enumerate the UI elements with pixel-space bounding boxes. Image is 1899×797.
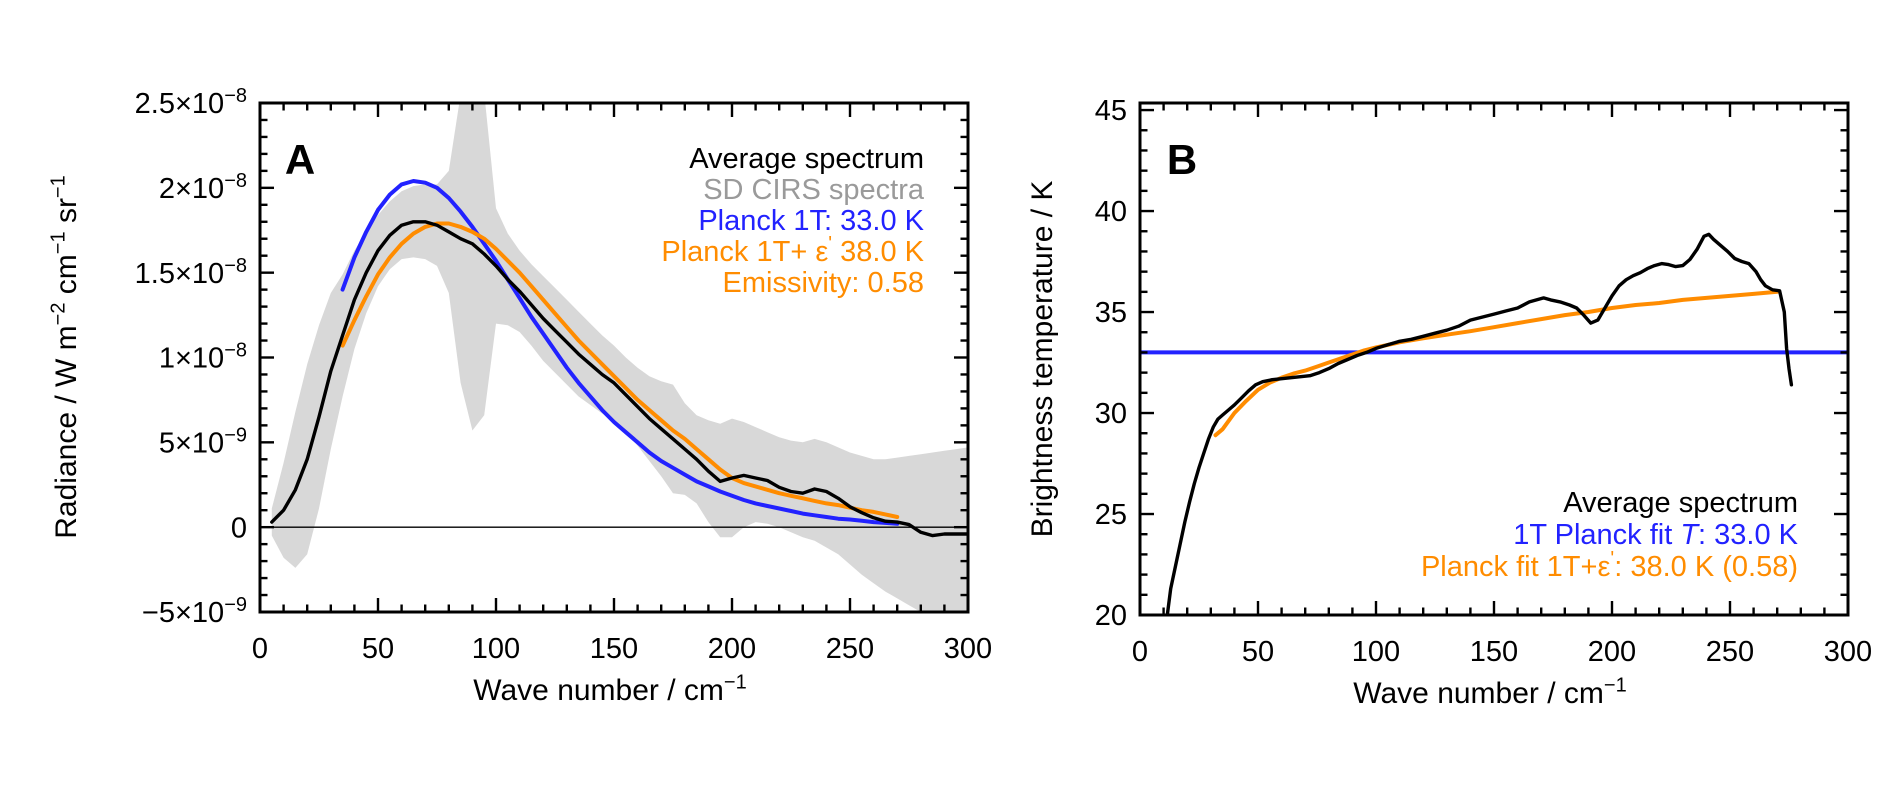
y-tick-label: 1.5×10−8: [135, 255, 247, 290]
x-tick-label: 100: [1352, 636, 1400, 668]
panel-label-a: A: [285, 136, 315, 183]
series-planck-1t: [340, 179, 900, 526]
x-axis-title-a: Wave number / cm−1: [473, 672, 746, 707]
legend-entry: SD CIRS spectra: [703, 174, 925, 206]
x-axis-title-b: Wave number / cm−1: [1353, 675, 1626, 710]
legend-entry: Average spectrum: [689, 143, 924, 175]
y-tick-label: 0: [231, 512, 247, 544]
y-tick-label: 20: [1095, 600, 1127, 632]
legend-entry: Planck fit 1T+ε': 38.0 K (0.58): [1421, 548, 1798, 583]
x-tick-label: 50: [362, 633, 394, 665]
y-tick-label: 30: [1095, 398, 1127, 430]
y-tick-label: 2.5×10−8: [135, 85, 247, 120]
x-tick-label: 200: [708, 633, 756, 665]
x-tick-label: 0: [252, 633, 268, 665]
x-tick-label: 300: [1824, 636, 1872, 668]
x-tick-label: 150: [590, 633, 638, 665]
y-tick-label: 25: [1095, 499, 1127, 531]
panel-label-b: B: [1167, 136, 1197, 183]
panel-b: 0 50 100 150 200 250 300 20 25 30 35 40 45 Wave numbe…: [1026, 95, 1872, 710]
panel-a: 0 50 100 150 200 250 300−5×10−905×10−91×10−81.…: [48, 85, 993, 707]
series-average-spectrum: [1165, 232, 1794, 615]
ticks-a: [258, 101, 970, 614]
y-tick-label: 45: [1095, 95, 1127, 127]
y-tick-label: 1×10−8: [159, 340, 247, 375]
x-tick-label: 0: [1132, 636, 1148, 668]
x-tick-label: 250: [1706, 636, 1754, 668]
x-tick-label: 200: [1588, 636, 1636, 668]
ticks-b: [1138, 103, 1850, 617]
y-tick-label: 2×10−8: [159, 170, 247, 205]
series-average-spectrum: [270, 220, 968, 538]
legend-entry: 1T Planck fit T: 33.0 K: [1513, 519, 1798, 551]
x-tick-label: 50: [1242, 636, 1274, 668]
plot-area-a: [260, 103, 968, 612]
y-tick-label: 35: [1095, 297, 1127, 329]
y-tick-label: −5×10−9: [142, 594, 247, 629]
legend-entry: Planck 1T: 33.0 K: [698, 205, 924, 237]
legend-entry: Average spectrum: [1563, 487, 1798, 519]
y-tick-label: 5×10−9: [159, 424, 247, 459]
y-tick-label: 40: [1095, 196, 1127, 228]
y-axis-title-b: Brightness temperature / K: [1026, 181, 1059, 538]
legend-entry: Emissivity: 0.58: [723, 267, 924, 299]
x-tick-label: 300: [944, 633, 992, 665]
x-tick-label: 250: [826, 633, 874, 665]
x-tick-label: 100: [472, 633, 520, 665]
y-axis-title-a: Radiance / W m−2 cm−1 sr−1: [48, 175, 83, 539]
legend-entry: Planck 1T+ ε' 38.0 K: [661, 233, 924, 268]
plot-area-b: [1140, 232, 1848, 615]
x-tick-label: 150: [1470, 636, 1518, 668]
